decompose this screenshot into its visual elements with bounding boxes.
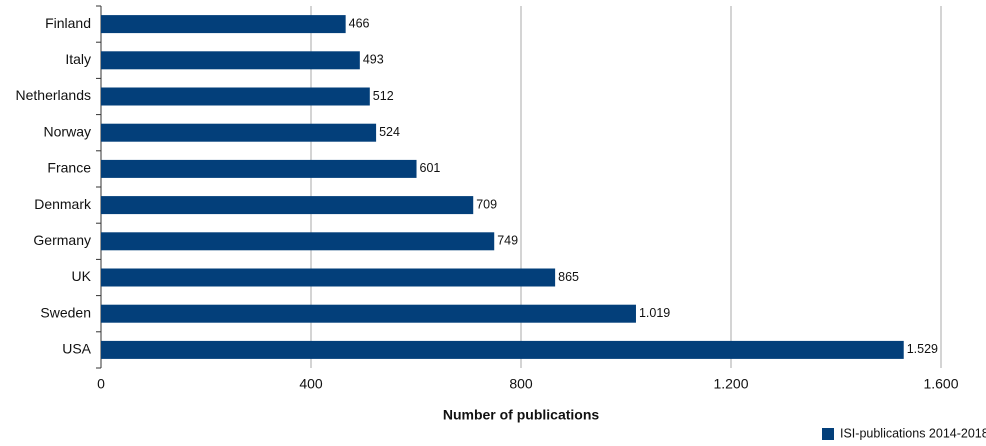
- y-tick-label: Netherlands: [16, 87, 92, 103]
- data-label: 865: [558, 270, 579, 284]
- y-tick-label: Sweden: [40, 304, 91, 320]
- bar: [101, 196, 474, 215]
- bar: [101, 87, 370, 106]
- bar: [101, 304, 636, 323]
- bar: [101, 123, 377, 142]
- y-tick-label: Finland: [45, 15, 91, 31]
- x-tick-label: 1.200: [713, 376, 748, 392]
- data-label: 601: [420, 161, 441, 175]
- x-axis-title: Number of publications: [443, 407, 600, 423]
- x-tick-label: 1.600: [923, 376, 958, 392]
- bar: [101, 15, 346, 34]
- y-tick-label: Germany: [33, 232, 91, 248]
- legend-swatch: [822, 428, 834, 440]
- bar: [101, 340, 904, 359]
- x-tick-label: 0: [97, 376, 105, 392]
- x-tick-label: 400: [299, 376, 323, 392]
- data-label: 466: [349, 16, 370, 30]
- y-tick-label: Italy: [65, 51, 91, 67]
- data-label: 1.529: [907, 342, 938, 356]
- bar: [101, 159, 417, 178]
- data-label: 749: [497, 234, 518, 248]
- y-tick-label: Denmark: [34, 196, 92, 212]
- bar: [101, 51, 360, 70]
- data-label: 493: [363, 53, 384, 67]
- legend-label: ISI-publications 2014-2018: [840, 426, 986, 440]
- bar: [101, 232, 495, 251]
- y-tick-label: USA: [62, 341, 91, 357]
- data-label: 524: [379, 125, 400, 139]
- y-tick-label: UK: [72, 268, 92, 284]
- data-label: 709: [476, 197, 497, 211]
- x-tick-label: 800: [509, 376, 533, 392]
- data-label: 512: [373, 89, 394, 103]
- y-tick-label: Norway: [44, 123, 91, 139]
- data-label: 1.019: [639, 306, 670, 320]
- bar: [101, 268, 556, 287]
- y-tick-label: France: [47, 160, 91, 176]
